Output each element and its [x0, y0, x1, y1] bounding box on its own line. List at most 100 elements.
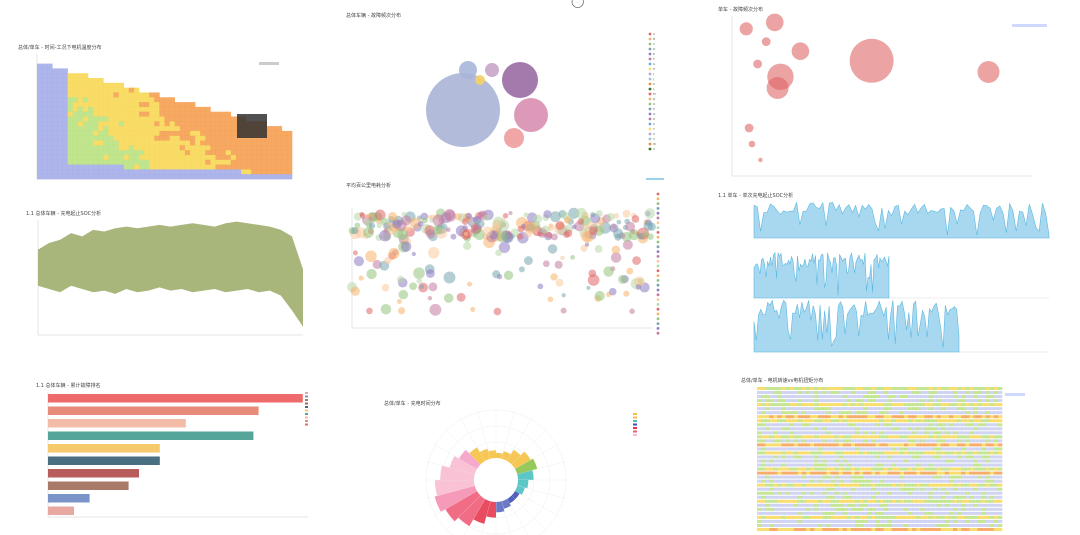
heat-cell [806, 423, 811, 427]
heat-cell [826, 515, 831, 519]
heat-cell [826, 503, 831, 507]
heat-cell [230, 121, 237, 127]
heat-cell [879, 391, 884, 395]
heat-cell [830, 423, 835, 427]
heat-cell [757, 475, 762, 479]
heat-cell [985, 491, 991, 495]
heat-cell [82, 135, 89, 141]
heat-cell [940, 487, 946, 491]
scatter-point [595, 210, 603, 218]
heat-cell [103, 97, 109, 103]
heat-cell [997, 503, 1003, 507]
heat-cell [37, 174, 43, 180]
heat-cell [928, 523, 933, 527]
heat-cell [846, 503, 852, 507]
heat-cell [981, 527, 986, 531]
heat-cell [88, 159, 94, 165]
heat-cell [822, 407, 827, 411]
heat-cell [72, 150, 79, 156]
heat-cell [842, 487, 848, 491]
heat-cell [985, 419, 991, 423]
heat-cell [47, 159, 53, 165]
heat-cell [871, 515, 876, 519]
heat-cell [781, 527, 786, 531]
heat-cell [761, 483, 766, 487]
heat-cell [205, 116, 211, 122]
heat-cell [154, 164, 160, 170]
heat-cell [818, 495, 823, 499]
heat-cell [818, 439, 823, 443]
heat-cell [855, 391, 860, 395]
scatter-point [474, 229, 485, 240]
heat-cell [765, 467, 770, 471]
heat-cell [98, 126, 104, 132]
heat-cell [899, 451, 905, 455]
heat-cell [789, 447, 795, 451]
heat-cell [985, 495, 991, 499]
heat-cell [883, 471, 888, 475]
heat-cell [936, 523, 942, 527]
legend-label: Q [653, 112, 656, 116]
heat-cell [932, 451, 937, 455]
heat-cell [985, 399, 991, 403]
heat-cell [850, 451, 856, 455]
heat-cell [781, 487, 786, 491]
heat-cell [777, 495, 782, 499]
heat-cell [195, 169, 201, 175]
heat-cell [781, 423, 786, 427]
heat-cell [875, 423, 880, 427]
heat-cell [123, 154, 130, 161]
heat-cell [144, 174, 150, 180]
heat-cell [973, 495, 978, 499]
heat-cell [225, 174, 232, 180]
heat-cell [818, 459, 823, 463]
heat-cell [993, 527, 999, 531]
bubble [514, 98, 548, 132]
heat-cell [997, 507, 1003, 511]
heat-cell [871, 471, 876, 475]
heat-cell [965, 399, 970, 403]
legend-swatch [656, 192, 660, 196]
heat-cell [834, 387, 839, 391]
heat-cell [761, 423, 766, 427]
heat-cell [826, 387, 831, 391]
heat-cell [928, 387, 933, 391]
heat-cell [834, 391, 839, 395]
heat-cell [912, 415, 917, 419]
heat-cell [781, 403, 786, 407]
legend-swatch [656, 202, 660, 205]
heat-cell [154, 154, 160, 161]
heat-cell [969, 431, 974, 435]
heat-cell [863, 459, 868, 463]
heat-cell [977, 403, 982, 407]
area-plot [37, 220, 303, 336]
heat-cell [37, 121, 43, 127]
heat-cell [195, 111, 201, 117]
heat-cell [855, 411, 860, 415]
heat-cell [797, 427, 803, 431]
heat-cell [757, 411, 762, 415]
polar-bar [445, 491, 481, 522]
heat-cell [842, 491, 848, 495]
heat-cell [241, 174, 247, 180]
heat-cell [940, 507, 946, 511]
heat-cell [850, 483, 856, 487]
heat-cell [961, 523, 966, 527]
heat-cell [789, 451, 795, 455]
heat-cell [863, 419, 868, 423]
heat-cell [973, 427, 978, 431]
heat-cell [830, 403, 835, 407]
heat-cell [895, 439, 901, 443]
polar-bar [473, 499, 491, 524]
heat-cell [246, 159, 252, 165]
heat-cell [174, 145, 181, 151]
heat-cell [932, 407, 937, 411]
heat-cell [965, 435, 970, 439]
heat-cell [924, 487, 929, 491]
heat-cell [957, 491, 962, 495]
heat-cell [77, 102, 84, 108]
heat-cell [957, 463, 962, 467]
chart-panel-polar: 总体/单车 - 充电时间分布 [378, 398, 678, 535]
heat-cell [42, 87, 48, 93]
